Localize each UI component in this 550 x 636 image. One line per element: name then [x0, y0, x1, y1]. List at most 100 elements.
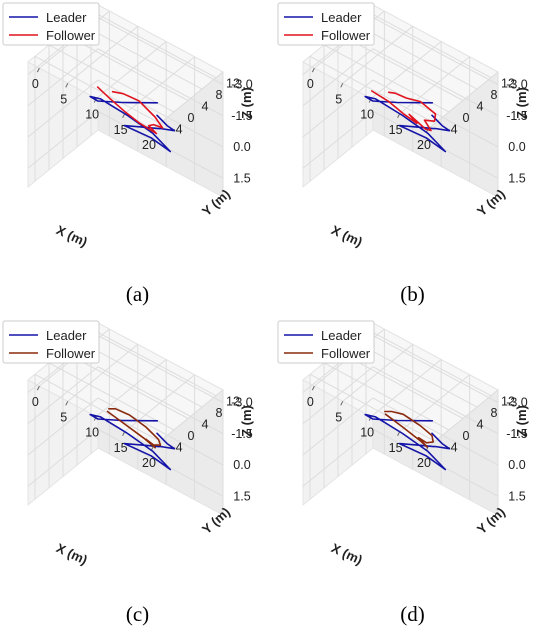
z-tick-label: -3.0	[231, 78, 253, 92]
y-tick-label: 8	[491, 406, 498, 420]
y-tick-label: 0	[463, 429, 470, 443]
y-tick-label: 4	[477, 418, 484, 432]
gridline-y-floor	[323, 44, 450, 113]
series-line-follower	[106, 408, 162, 449]
gridline-z-back	[97, 17, 224, 85]
legend: Leader Follower	[2, 2, 100, 46]
y-tick-label: 4	[202, 418, 209, 432]
gridline-y-floor	[90, 328, 217, 397]
y-tick-label: 0	[188, 429, 195, 443]
y-tick-label: 12	[501, 395, 515, 409]
x-tick-label: 20	[417, 456, 431, 470]
x-tick-label: 5	[335, 410, 342, 424]
gridline-z-left	[302, 366, 374, 425]
z-tick-label: -1.5	[506, 109, 528, 123]
z-axis-label: Z (m)	[514, 405, 529, 437]
y-tick-label: 12	[226, 395, 240, 409]
gridline-z-left	[27, 48, 99, 107]
x-tick-mark	[340, 401, 344, 406]
gridline-y-floor	[309, 55, 436, 124]
x-tick-mark	[36, 67, 40, 73]
caption-b: (b)	[400, 282, 425, 306]
series-line-follower	[96, 86, 164, 135]
y-tick-label: 0	[463, 111, 470, 125]
z-tick-label: -1.5	[231, 427, 253, 441]
gridline-z-left	[27, 79, 99, 138]
x-tick-label: 5	[335, 92, 342, 106]
gridline-z-back	[97, 397, 224, 466]
gridline-z-back	[97, 366, 224, 435]
x-tick-label: 15	[114, 441, 128, 455]
legend-label-follower: Follower	[321, 346, 371, 361]
x-axis-label: X (m)	[54, 540, 90, 567]
gridline-z-back	[372, 335, 499, 403]
x-tick-label: 20	[142, 456, 156, 470]
caption-c: (c)	[125, 602, 150, 626]
x-tick-label: 0	[307, 395, 314, 409]
y-tick-label: -4	[446, 122, 457, 136]
gridline-z-left	[302, 110, 374, 169]
gridline-y-floor	[323, 362, 450, 431]
gridline-y-floor	[365, 10, 492, 79]
x-tick-label: 0	[307, 77, 314, 91]
z-axis-label: Z (m)	[239, 87, 254, 119]
legend: Leader Follower	[277, 320, 375, 364]
x-axis-label: X (m)	[329, 222, 365, 249]
x-tick-label: 0	[32, 395, 39, 409]
y-tick-label: 8	[216, 88, 223, 102]
series-line-leader	[89, 95, 176, 153]
x-tick-mark	[36, 385, 40, 391]
gridline-z-left	[302, 79, 374, 138]
legend-label-follower: Follower	[321, 28, 371, 43]
legend-label-leader: Leader	[321, 10, 362, 25]
gridline-y-floor	[309, 373, 436, 442]
x-tick-label: 20	[142, 138, 156, 152]
z-axis-label: Z (m)	[239, 405, 254, 437]
z-tick-label: 0.0	[508, 458, 525, 472]
x-tick-label: 15	[114, 123, 128, 137]
series-line-leader	[364, 413, 451, 471]
x-tick-mark	[311, 385, 315, 391]
z-tick-label: 1.5	[233, 489, 250, 503]
x-tick-mark	[65, 83, 69, 88]
x-axis-label: X (m)	[329, 540, 365, 567]
y-tick-label: -4	[171, 122, 182, 136]
x-tick-label: 5	[60, 410, 67, 424]
gridline-y-floor	[90, 10, 217, 79]
x-tick-label: 15	[389, 441, 403, 455]
legend-label-leader: Leader	[321, 328, 362, 343]
x-tick-label: 10	[85, 426, 99, 440]
x-tick-label: 15	[389, 123, 403, 137]
panel-a: 0 5 10 15 20 -4 0 4 8 12 -3.0 -1.5 0.0 1.5 X (m) Y (m) Z…	[0, 0, 275, 318]
z-axis-label: Z (m)	[514, 87, 529, 119]
gridline-z-left	[302, 48, 374, 107]
gridline-y-floor	[48, 44, 175, 113]
gridline-z-back	[97, 48, 224, 117]
y-tick-label: 4	[477, 100, 484, 114]
gridline-z-left	[302, 428, 374, 487]
gridline-z-left	[302, 397, 374, 456]
y-tick-label: -4	[446, 440, 457, 454]
panel-c: 0 5 10 15 20 -4 0 4 8 12 -3.0 -1.5 0.0 1.5 X (m) Y (m) Z…	[0, 318, 275, 636]
x-tick-mark	[122, 113, 126, 118]
gridline-z-left	[27, 397, 99, 456]
x-tick-mark	[122, 431, 126, 436]
z-tick-label: 1.5	[508, 171, 525, 185]
legend: Leader Follower	[2, 320, 100, 364]
z-tick-label: -1.5	[231, 109, 253, 123]
series-line-leader	[364, 95, 451, 153]
x-tick-label: 5	[60, 92, 67, 106]
z-tick-label: -3.0	[506, 78, 528, 92]
z-tick-label: -3.0	[506, 396, 528, 410]
z-tick-label: 0.0	[508, 140, 525, 154]
gridline-z-back	[372, 397, 499, 466]
legend-label-leader: Leader	[46, 10, 87, 25]
y-tick-label: 4	[202, 100, 209, 114]
x-tick-label: 20	[417, 138, 431, 152]
x-tick-label: 10	[360, 426, 374, 440]
gridline-y-floor	[34, 55, 161, 124]
z-tick-label: -3.0	[231, 396, 253, 410]
gridline-z-back	[372, 48, 499, 117]
x-tick-mark	[311, 67, 315, 73]
